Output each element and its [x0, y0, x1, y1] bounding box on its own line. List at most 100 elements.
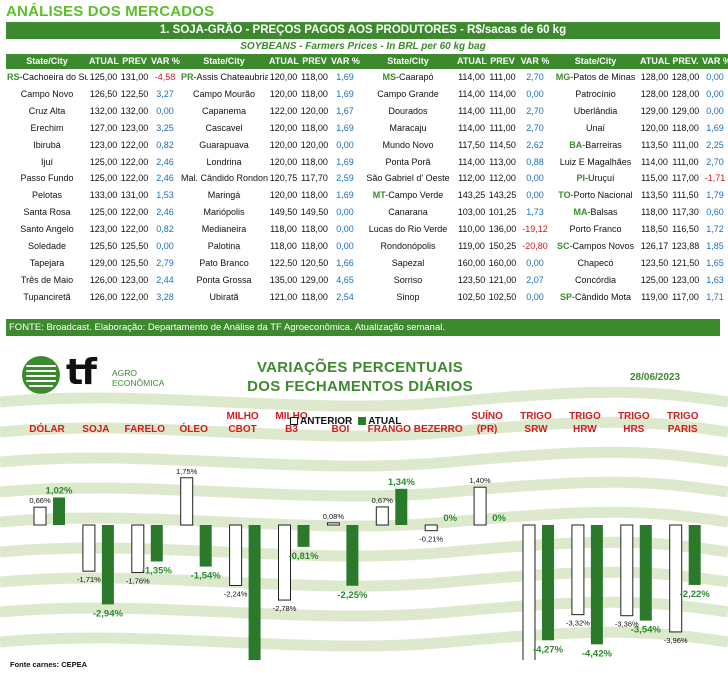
table-header-cell: ATUAL	[88, 54, 119, 69]
city-cell: Chapecó	[552, 254, 639, 272]
variation-cell: 2,46	[150, 153, 180, 171]
variation-cell: 0,00	[150, 102, 180, 120]
table-banner: 1. SOJA-GRÃO - PREÇOS PAGOS AOS PRODUTOR…	[6, 22, 720, 39]
variation-cell: 0,00	[330, 238, 360, 255]
price-cell: 114,00	[456, 85, 487, 103]
bar-previous	[278, 524, 291, 601]
city-name: Ponta Grossa	[196, 274, 252, 285]
bar-current	[101, 525, 114, 605]
price-cell: 120,00	[268, 85, 299, 103]
variation-cell: 0,00	[701, 69, 728, 86]
bar-previous-label: -3,96%	[664, 636, 688, 645]
state-code: TO-	[558, 190, 574, 201]
city-name: Capanema	[201, 105, 247, 116]
city-cell: Sorriso	[360, 271, 456, 289]
variation-cell: 1,69	[330, 69, 360, 86]
price-cell: 120,00	[639, 119, 670, 137]
price-cell: 113,00	[487, 153, 518, 171]
city-cell: Capanema	[180, 102, 268, 120]
city-cell: Campo Novo	[6, 85, 88, 103]
bar-previous-label: 1,75%	[176, 467, 198, 476]
city-cell: Três de Maio	[6, 271, 88, 289]
city-cell: Passo Fundo	[6, 170, 88, 188]
price-cell: 118,00	[299, 288, 330, 306]
price-cell: 125,00	[639, 271, 670, 289]
city-cell: Sapezal	[360, 254, 456, 272]
table-row: Pelotas 133,00 131,00 1,53 Maringá 120,00 118,…	[6, 187, 728, 205]
background-stripe	[0, 446, 728, 472]
table-header-cell: State/City	[6, 54, 88, 69]
price-cell: 118,00	[299, 238, 330, 255]
table-header-cell: ATUAL	[268, 54, 299, 69]
bar-previous-label: -1,76%	[126, 577, 150, 586]
variation-cell: 0,00	[518, 254, 552, 272]
city-name: Campo Mourão	[192, 88, 256, 99]
price-cell: 149,50	[268, 204, 299, 222]
state-code: MT-	[372, 190, 389, 201]
city-name: Palotina	[207, 241, 241, 252]
city-cell: Maracaju	[360, 119, 456, 137]
price-cell: 122,00	[119, 136, 150, 154]
city-name: Maracaju	[389, 122, 427, 133]
price-cell: 114,00	[639, 153, 670, 171]
city-cell: Ponta Grossa	[180, 271, 268, 289]
city-cell: Maringá	[180, 187, 268, 205]
variation-cell: -4,58	[150, 69, 180, 86]
category-label: MILHO	[275, 411, 307, 422]
bar-previous-label: -3,32%	[566, 619, 590, 628]
price-cell: 128,00	[670, 85, 701, 103]
city-cell: Concórdia	[552, 271, 639, 289]
price-cell: 132,00	[119, 102, 150, 120]
table-row: RS-Cachoeira do Su 125,00 131,00 -4,58 PR-As…	[6, 69, 728, 86]
city-name: Passo Fundo	[20, 173, 74, 184]
bar-current-label: -2,25%	[337, 590, 368, 601]
city-cell: Patrocínio	[552, 85, 639, 103]
variation-cell: 0,00	[330, 136, 360, 154]
city-name: Uruçuí	[588, 173, 615, 184]
table-header-cell: VAR %	[150, 54, 180, 69]
variation-cell: 2,79	[150, 254, 180, 272]
chart-footnote: Fonte carnes: CEPEA	[10, 660, 88, 669]
bar-current	[590, 525, 603, 645]
variation-cell: 0,82	[150, 221, 180, 239]
city-name: Cachoeira do Su	[22, 72, 89, 82]
bar-previous	[82, 524, 96, 572]
city-name: Campo Grande	[377, 88, 439, 99]
city-name: Patos de Minas	[573, 72, 636, 82]
price-cell: 132,00	[88, 102, 119, 120]
city-name: Sorriso	[393, 274, 423, 285]
table-header-cell: VAR %	[518, 54, 552, 69]
bar-current-label: 0%	[443, 513, 457, 524]
table-source: FONTE: Broadcast. Elaboração: Departamen…	[6, 319, 720, 336]
variation-cell: 0,88	[518, 153, 552, 171]
price-cell: 133,00	[88, 187, 119, 205]
price-cell: 118,00	[299, 69, 330, 86]
price-cell: 123,00	[88, 221, 119, 239]
city-name: Caarapó	[398, 72, 434, 82]
price-cell: 149,50	[299, 204, 330, 222]
city-name: Barreiras	[585, 139, 622, 150]
price-cell: 111,00	[670, 153, 701, 171]
city-cell: Tapejara	[6, 254, 88, 272]
bar-previous	[669, 524, 683, 633]
bar-current	[639, 525, 652, 621]
price-cell: 122,50	[268, 254, 299, 272]
price-cell: 129,00	[88, 254, 119, 272]
variation-cell: 1,85	[701, 238, 728, 255]
variation-cell: 1,63	[701, 271, 728, 289]
city-cell: Cascavel	[180, 119, 268, 137]
city-name: Cândido Mota	[574, 291, 632, 302]
variation-cell: 0,00	[701, 102, 728, 120]
bar-current	[688, 525, 701, 585]
variation-cell: 2,54	[330, 288, 360, 306]
price-cell: 143,25	[456, 187, 487, 205]
price-cell: 120,00	[299, 102, 330, 120]
price-cell: 143,25	[487, 187, 518, 205]
table-header-cell: State/City	[552, 54, 639, 69]
variation-cell: 2,46	[150, 204, 180, 222]
category-label: (PR)	[477, 424, 498, 435]
table-row: Ijuí 125,00 122,00 2,46 Londrina 120,00 118,00…	[6, 153, 728, 171]
price-cell: 117,00	[670, 170, 701, 188]
variation-cell: 1,72	[701, 221, 728, 239]
variation-cell: 1,65	[701, 254, 728, 272]
